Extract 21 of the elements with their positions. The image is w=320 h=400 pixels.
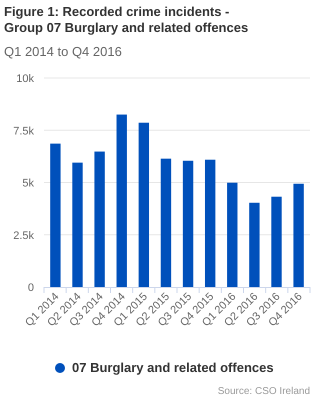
bar <box>293 184 304 287</box>
bar <box>116 114 127 287</box>
bar <box>204 160 216 287</box>
y-tick-label: 2.5k <box>13 230 34 242</box>
y-tick-label: 10k <box>16 73 34 85</box>
bar <box>50 144 61 287</box>
bar <box>227 182 238 287</box>
bar <box>72 162 83 287</box>
bar <box>94 152 105 287</box>
y-tick-label: 5k <box>22 178 34 190</box>
chart-subtitle: Q1 2014 to Q4 2016 <box>4 44 122 59</box>
bar <box>182 160 194 287</box>
bar <box>249 202 260 287</box>
bar <box>138 122 150 287</box>
bar <box>271 196 282 287</box>
chart-title: Figure 1: Recorded crime incidents - Group 07 Burglary and related offences <box>4 4 248 35</box>
legend-label: 07 Burglary and related offences <box>72 360 274 375</box>
bar <box>160 158 172 287</box>
source-note: Source: CSO Ireland <box>218 386 310 397</box>
y-tick-label: 0 <box>28 282 34 294</box>
y-tick-label: 7.5k <box>13 125 34 138</box>
